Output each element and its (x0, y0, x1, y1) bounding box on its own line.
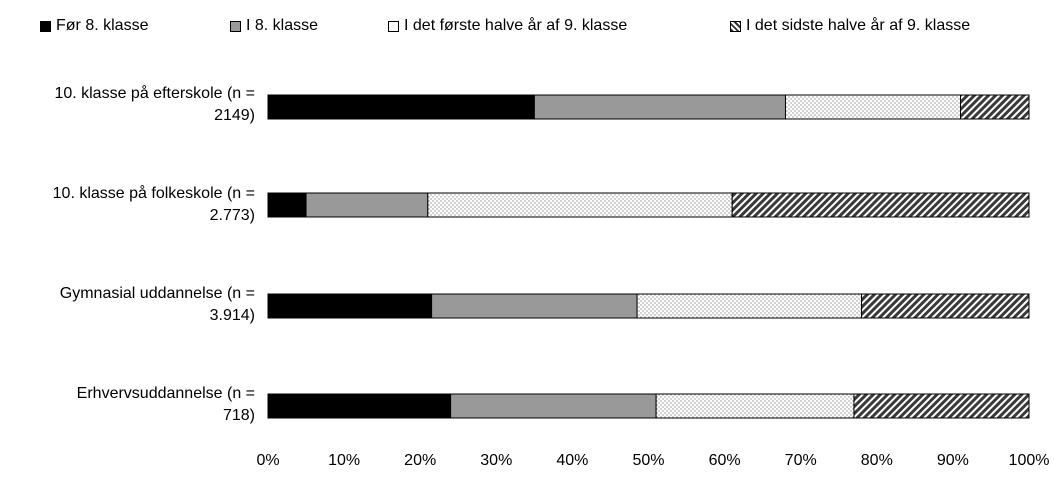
category-label-gymnasial: Gymnasial uddannelse (n = 3.914) (5, 283, 255, 327)
bar-segment-3-3 (853, 393, 1030, 419)
legend: Før 8. klasse I 8. klasse I det første h… (0, 17, 1054, 41)
x-tick-label: 80% (860, 452, 893, 469)
legend-label: I det sidste halve år af 9. klasse (746, 17, 971, 34)
bar-segment-0-2 (784, 94, 962, 120)
category-label-erhverv: Erhvervsuddannelse (n = 718) (5, 383, 255, 427)
legend-item-forste-halve-aar: I det første halve år af 9. klasse (388, 17, 627, 35)
category-label-line: 2.773) (209, 207, 255, 224)
bar-segment-1-0 (267, 192, 307, 218)
x-tick-label: 10% (328, 452, 361, 469)
bar-segment-2-2 (636, 293, 863, 319)
x-tick-label: 20% (404, 452, 437, 469)
x-tick-label: 70% (784, 452, 817, 469)
bar-segment-2-0 (267, 293, 433, 319)
x-tick-label: 90% (936, 452, 969, 469)
bar-segment-3-2 (655, 393, 855, 419)
bar-segment-3-0 (267, 393, 452, 419)
legend-item-for-8-klasse: Før 8. klasse (40, 17, 148, 35)
legend-label: I 8. klasse (246, 17, 319, 34)
bar-segment-0-3 (960, 94, 1030, 120)
x-tick-label: 30% (480, 452, 513, 469)
category-label-folkeskole: 10. klasse på folkeskole (n = 2.773) (5, 183, 255, 227)
legend-swatch-black (40, 20, 51, 32)
bar-segment-1-1 (305, 192, 429, 218)
legend-swatch-gray (230, 20, 241, 32)
bar-segment-1-3 (731, 192, 1030, 218)
x-tick-label: 60% (708, 452, 741, 469)
bar-segment-0-0 (267, 94, 535, 120)
bar-segment-2-1 (431, 293, 638, 319)
legend-swatch-dots (388, 20, 399, 32)
bar-segment-2-3 (861, 293, 1030, 319)
category-label-line: 3.914) (209, 307, 255, 324)
x-tick-label: 50% (632, 452, 665, 469)
legend-item-i-8-klasse: I 8. klasse (230, 17, 318, 35)
x-tick-label: 40% (556, 452, 589, 469)
legend-label: Før 8. klasse (56, 17, 149, 34)
bar-segment-3-1 (450, 393, 657, 419)
category-label-line: 10. klasse på efterskole (n = (54, 85, 255, 102)
category-label-line: Gymnasial uddannelse (n = (59, 285, 255, 302)
bar-segment-0-1 (533, 94, 786, 120)
category-label-efterskole: 10. klasse på efterskole (n = 2149) (5, 83, 255, 127)
bars-group (267, 94, 1030, 419)
category-label-line: 718) (222, 407, 255, 424)
legend-label: I det første halve år af 9. klasse (404, 17, 628, 34)
legend-item-sidste-halve-aar: I det sidste halve år af 9. klasse (730, 17, 970, 35)
category-label-line: Erhvervsuddannelse (n = (76, 385, 255, 402)
bar-segment-1-2 (427, 192, 733, 218)
x-tick-label: 100% (1008, 452, 1050, 469)
category-label-line: 2149) (214, 107, 255, 124)
legend-swatch-hatch (730, 20, 741, 32)
x-tick-label: 0% (256, 452, 280, 469)
category-label-line: 10. klasse på folkeskole (n = (52, 185, 255, 202)
